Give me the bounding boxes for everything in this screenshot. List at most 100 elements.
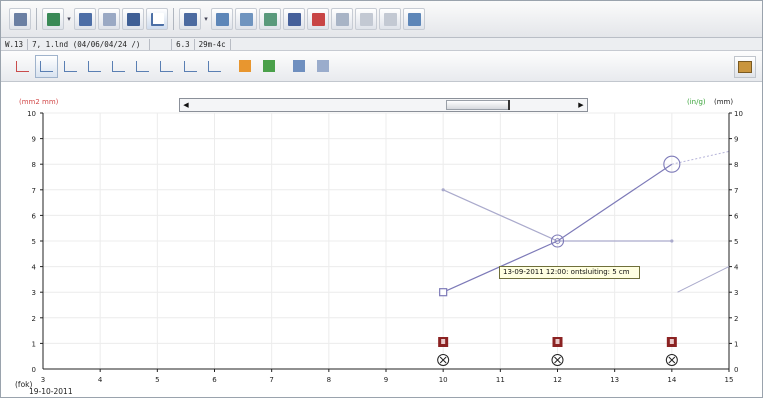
area-chart-icon — [208, 60, 221, 72]
bar-chart-icon — [136, 60, 149, 72]
record-button[interactable] — [74, 8, 96, 30]
y-tick-label-left: 9 — [32, 136, 36, 144]
left-axis-label: (mm2 mm) — [19, 98, 59, 106]
form-check-button[interactable] — [259, 8, 281, 30]
date-label: 19-10-2011 — [29, 387, 73, 396]
right-axis-label-black: (mm) — [714, 98, 733, 106]
y-tick-label-left: 6 — [32, 212, 37, 220]
zoom-out-icon — [262, 60, 275, 72]
scroll-right-arrow[interactable]: ▶ — [578, 101, 584, 109]
chart-type-1-button[interactable] — [11, 55, 34, 78]
form-button[interactable] — [211, 8, 233, 30]
y-tick-label-left: 10 — [27, 110, 36, 118]
wrench-icon — [126, 12, 140, 26]
tools-button[interactable] — [122, 8, 144, 30]
x-tick-label: 9 — [384, 376, 388, 384]
x-mark — [439, 356, 447, 364]
x-tick-label: 6 — [212, 376, 217, 384]
list-button[interactable] — [98, 8, 120, 30]
x-tick-label: 5 — [155, 376, 159, 384]
dropdown-arrow[interactable]: ▾ — [67, 15, 71, 23]
legend-icon — [316, 60, 329, 72]
chart-type-8-button[interactable] — [179, 55, 202, 78]
settings-button[interactable] — [287, 55, 310, 78]
chart-type-9-button[interactable] — [203, 55, 226, 78]
x-mark — [554, 356, 561, 364]
line-chart-icon — [88, 60, 101, 72]
scroll-left-arrow[interactable]: ◀ — [183, 101, 189, 109]
series-line-2 — [442, 189, 672, 242]
export-button[interactable] — [403, 8, 425, 30]
form-edit-icon — [239, 12, 253, 26]
chart-type-6-button[interactable] — [131, 55, 154, 78]
zoom-in-icon — [238, 60, 251, 72]
y-tick-label-left: 1 — [32, 340, 36, 348]
form-edit-button[interactable] — [235, 8, 257, 30]
copy-button[interactable] — [379, 8, 401, 30]
scroll-thumb[interactable] — [446, 100, 510, 110]
square-marker — [439, 288, 448, 297]
info-cell-4: 6.3 — [172, 38, 195, 50]
y-tick-label-left: 8 — [32, 161, 36, 169]
y-tick-label-left: 0 — [32, 366, 36, 374]
y-tick-label-left: 5 — [32, 238, 36, 246]
x-tick-label: 3 — [41, 376, 45, 384]
chart-type-4-button[interactable] — [83, 55, 106, 78]
chart-toolbar — [1, 51, 762, 82]
chart-type-5-button[interactable] — [107, 55, 130, 78]
y-tick-label-right: 6 — [734, 212, 739, 220]
x-tick-label: 12 — [553, 376, 562, 384]
y-tick-label-left: 7 — [32, 187, 36, 195]
trend-line — [671, 150, 730, 165]
x-tick-label: 13 — [610, 376, 619, 384]
document-icon — [287, 12, 301, 26]
partial-series-line — [677, 266, 730, 293]
form-check-icon — [263, 12, 277, 26]
y-tick-label-right: 7 — [734, 187, 738, 195]
series-point — [441, 188, 445, 192]
copy-icon — [383, 12, 397, 26]
chart-button[interactable] — [146, 8, 168, 30]
event-marker-glyph — [555, 339, 560, 344]
dropdown-arrow[interactable]: ▾ — [204, 15, 208, 23]
printer-icon — [13, 12, 27, 26]
info-cell-3 — [150, 38, 173, 50]
document-button[interactable] — [283, 8, 305, 30]
y-tick-label-right: 5 — [734, 238, 738, 246]
archive-button[interactable] — [355, 8, 377, 30]
form-icon — [215, 12, 229, 26]
line-chart-icon — [40, 60, 53, 72]
chart-type-2-button[interactable] — [35, 54, 58, 78]
circle-marker — [550, 234, 565, 248]
print-preview-button[interactable] — [9, 8, 31, 30]
patient-info-bar: W.13 7, 1.lnd (04/06/04/24 /) 6.3 29m-4c — [1, 38, 762, 51]
person-add-icon — [46, 12, 60, 26]
alert-button[interactable] — [307, 8, 329, 30]
y-tick-label-left: 3 — [32, 289, 36, 297]
settings-icon — [292, 60, 305, 72]
circle-marker — [663, 155, 681, 173]
x-tick-label: 15 — [725, 376, 734, 384]
y-tick-label-right: 4 — [734, 264, 739, 272]
chart-scrollbar[interactable]: ◀ ▶ — [179, 98, 588, 112]
y-tick-label-right: 8 — [734, 161, 738, 169]
chart-area: (mm2 mm) (in/g) (mm) (fok) 19-10-2011 0 0… — [1, 82, 762, 397]
search-button[interactable] — [331, 8, 353, 30]
chart-type-3-button[interactable] — [59, 55, 82, 78]
y-tick-label-left: 2 — [32, 315, 36, 323]
zoom-in-button[interactable] — [233, 55, 256, 78]
y-tick-label-right: 10 — [734, 110, 743, 118]
table-button[interactable] — [179, 8, 201, 30]
add-patient-button[interactable] — [42, 8, 64, 30]
x-mark — [668, 356, 676, 364]
print-chart-button[interactable] — [734, 56, 756, 78]
legend-button[interactable] — [311, 55, 334, 78]
zoom-out-button[interactable] — [257, 55, 280, 78]
series-point — [670, 239, 674, 243]
x-tick-label: 10 — [439, 376, 448, 384]
archive-icon — [359, 12, 373, 26]
list-icon — [102, 12, 116, 26]
y-tick-label-right: 3 — [734, 289, 738, 297]
chart-type-7-button[interactable] — [155, 55, 178, 78]
x-tick-label: 11 — [496, 376, 505, 384]
